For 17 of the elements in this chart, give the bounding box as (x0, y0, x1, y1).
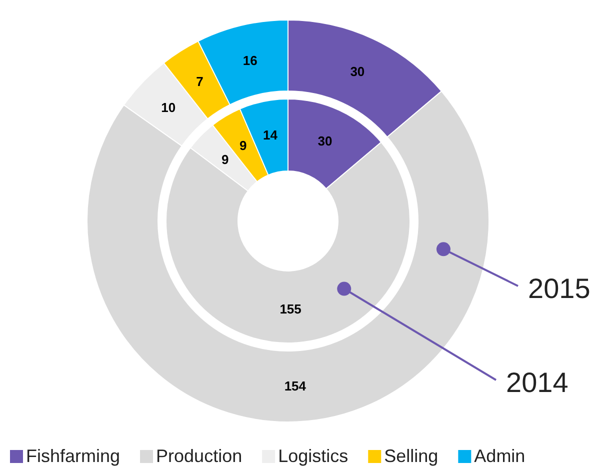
slice-label: 2015 (528, 273, 590, 304)
legend-label: Admin (474, 446, 526, 466)
legend-label: Production (156, 446, 242, 466)
data-label: 16 (242, 52, 258, 68)
legend-label: Selling (384, 446, 438, 466)
slice-label: 2014 (506, 367, 568, 398)
data-label: 30 (350, 64, 365, 79)
data-label: 154 (284, 378, 307, 394)
data-label: 9 (239, 138, 247, 153)
data-label: 155 (280, 302, 302, 317)
data-label: 30 (318, 134, 332, 149)
legend-label: Fishfarming (26, 446, 120, 466)
data-label: 10 (161, 100, 176, 115)
data-label: 14 (263, 127, 278, 142)
data-label: 9 (221, 152, 229, 168)
legend-label: Logistics (278, 446, 348, 466)
data-label: 7 (196, 74, 204, 90)
